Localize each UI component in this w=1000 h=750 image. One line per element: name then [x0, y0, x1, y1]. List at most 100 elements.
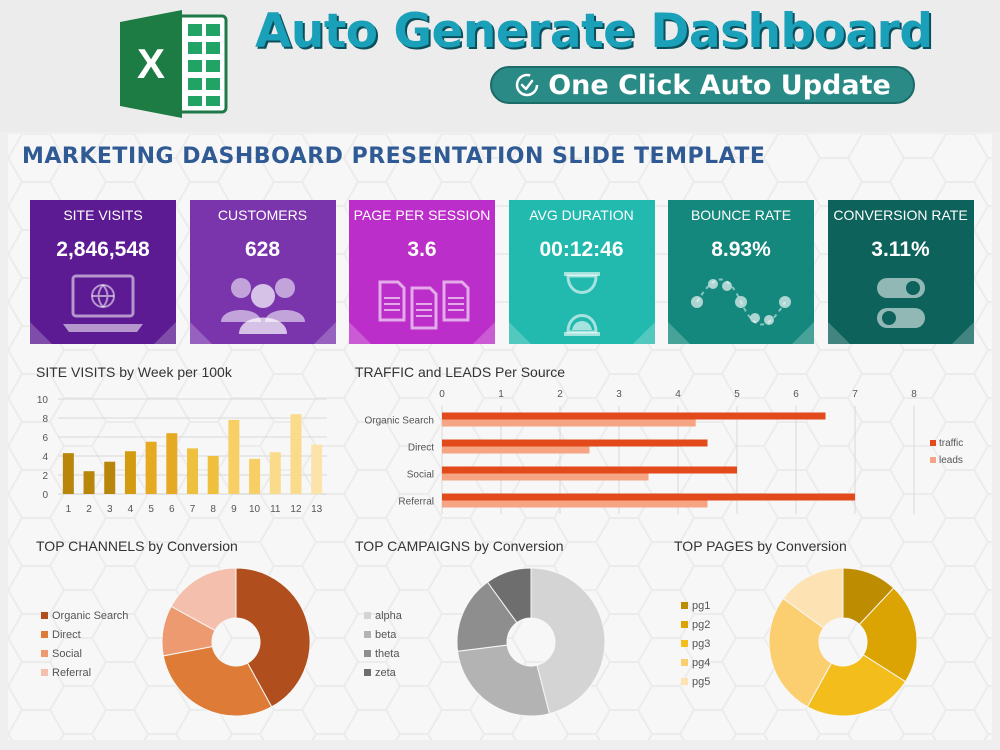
x-tick-label: 10: [249, 504, 261, 515]
bar-week-1: [62, 453, 74, 494]
top-campaigns-legend: alpha beta theta zeta: [364, 606, 402, 682]
x-tick-label: 4: [128, 504, 134, 515]
top-channels-donut-chart: [161, 567, 311, 717]
documents-icon: [378, 280, 470, 330]
x-tick-label: 7: [852, 389, 858, 400]
bar-week-4: [124, 451, 136, 494]
bar-week-6: [166, 433, 178, 494]
kpi-value: 00:12:46: [539, 238, 624, 261]
x-tick-label: 2: [557, 389, 563, 400]
bar-leads-referral: [442, 500, 708, 508]
site-visits-chart-title: SITE VISITS by Week per 100k: [36, 364, 232, 380]
kpi-label: CONVERSION RATE: [833, 207, 968, 223]
card-corner: [30, 322, 52, 344]
bar-leads-social: [442, 473, 649, 481]
users-icon: [220, 278, 305, 334]
x-tick-label: 8: [210, 504, 216, 515]
kpi-card-site-visits: SITE VISITS 2,846,548: [30, 200, 176, 344]
kpi-card-bounce-rate: BOUNCE RATE 8.93%: [668, 200, 814, 344]
kpi-label: CUSTOMERS: [217, 207, 308, 223]
x-tick-label: 8: [911, 389, 917, 400]
top-channels-chart-title: TOP CHANNELS by Conversion: [36, 538, 238, 554]
bar-week-13: [311, 444, 323, 494]
legend-label-leads: leads: [939, 455, 963, 466]
bar-traffic-direct: [442, 439, 708, 447]
legend-swatch: [41, 612, 48, 619]
x-tick-label: 3: [107, 504, 113, 515]
kpi-card-customers: CUSTOMERS 628: [189, 200, 336, 344]
legend-item: pg1: [681, 596, 710, 615]
bar-week-7: [187, 448, 198, 494]
legend-swatch: [364, 631, 371, 638]
x-tick-label: 4: [675, 389, 681, 400]
bar-week-9: [228, 419, 240, 494]
y-tick-label: Referral: [398, 497, 434, 508]
slice-direct: [162, 645, 273, 717]
legend-swatch: [681, 621, 688, 628]
card-corner: [951, 322, 974, 344]
kpi-card-avg-duration: AVG DURATION 00:12:46: [508, 200, 655, 344]
x-tick-label: 9: [231, 504, 237, 515]
sync-icon: [515, 73, 539, 97]
card-corner: [189, 322, 212, 344]
y-tick-label: Organic Search: [365, 416, 434, 427]
card-corner: [473, 322, 495, 344]
legend-swatch: [364, 669, 371, 676]
bar-week-10: [249, 458, 261, 494]
wave-icon: [691, 278, 791, 326]
legend-swatch: [930, 457, 936, 463]
slice-pg3: [806, 654, 907, 717]
card-corner: [792, 322, 814, 344]
slice-pg2: [858, 587, 918, 683]
y-tick-label: 10: [37, 395, 49, 406]
legend-label: alpha: [375, 609, 402, 622]
y-tick-label: Direct: [408, 443, 434, 454]
legend-label-traffic: traffic: [939, 438, 963, 449]
hourglass-icon: [563, 272, 600, 336]
legend-item: pg5: [681, 672, 710, 691]
kpi-label: AVG DURATION: [529, 207, 634, 223]
top-campaigns-donut-chart: [456, 567, 606, 717]
card-corner: [668, 322, 690, 344]
card-corner: [827, 322, 850, 344]
legend-label: pg3: [692, 637, 711, 650]
bar-leads-direct: [442, 446, 590, 454]
legend-label: beta: [375, 628, 397, 641]
x-tick-label: 1: [66, 504, 72, 515]
card-corner: [313, 322, 336, 344]
legend-swatch: [41, 669, 48, 676]
legend-label: Direct: [52, 628, 81, 641]
legend-label: Referral: [52, 666, 92, 679]
legend-label: pg1: [692, 599, 711, 612]
bar-traffic-social: [442, 466, 737, 474]
kpi-card-page-per-session: PAGE PER SESSION 3.6: [349, 200, 495, 344]
x-tick-label: 3: [616, 389, 622, 400]
banner: X Auto Generate Dashboard One Click Auto…: [0, 0, 1000, 132]
auto-update-button[interactable]: One Click Auto Update: [490, 66, 915, 104]
slice-organic-search: [235, 567, 311, 708]
legend-item: zeta: [364, 663, 402, 682]
y-tick-label: 2: [42, 471, 48, 482]
bar-week-11: [269, 452, 281, 494]
laptop-globe-icon: [63, 274, 143, 332]
y-tick-label: 6: [42, 433, 48, 444]
legend-label: zeta: [375, 666, 396, 679]
legend-label: theta: [375, 647, 400, 660]
legend-swatch: [681, 602, 688, 609]
bar-week-12: [290, 414, 302, 494]
card-corner: [632, 322, 655, 344]
y-tick-label: 8: [42, 414, 48, 425]
slice-pg4: [768, 597, 833, 708]
legend-item: Organic Search: [41, 606, 128, 625]
top-channels-legend: Organic Search Direct Social Referral: [41, 606, 128, 682]
top-pages-legend: pg1 pg2 pg3 pg4 pg5: [681, 596, 710, 691]
x-tick-label: 12: [290, 504, 302, 515]
slice-beta: [457, 644, 551, 717]
legend-item: pg2: [681, 615, 710, 634]
legend-item: Social: [41, 644, 128, 663]
legend-swatch: [41, 631, 48, 638]
slice-referral: [170, 567, 237, 632]
legend-swatch: [930, 440, 936, 446]
legend-item: theta: [364, 644, 402, 663]
